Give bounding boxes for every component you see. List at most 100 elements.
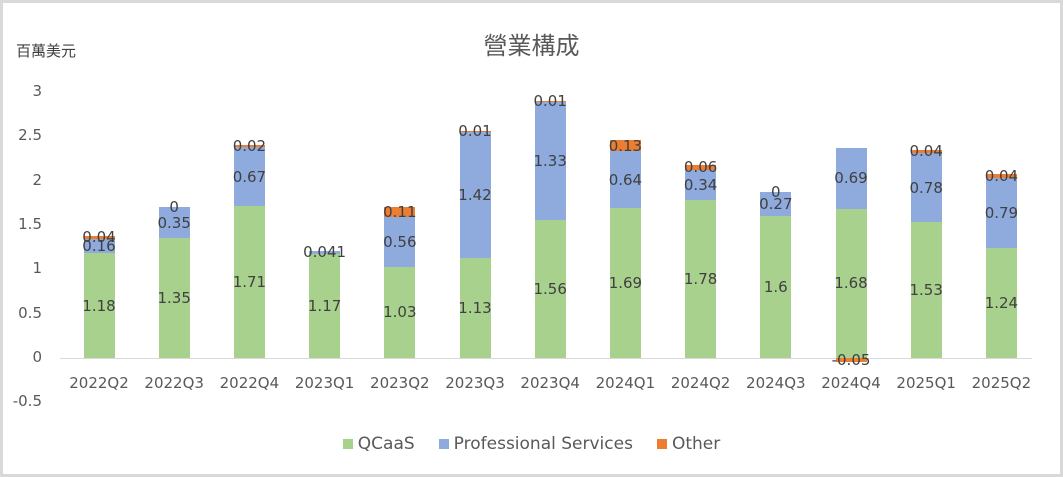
data-label: 1.13: [458, 298, 492, 317]
legend-swatch-icon: [342, 439, 353, 449]
y-tick-label: 0.5: [18, 303, 42, 322]
bar-segment-other: [609, 139, 641, 152]
data-label: 0: [771, 183, 781, 202]
data-label: 0.78: [909, 178, 943, 197]
data-label: 0.13: [608, 136, 643, 155]
bar-segment-qcaas: [685, 200, 717, 358]
x-tick-label: 2023Q4: [520, 374, 580, 392]
x-tick-label: 2024Q1: [595, 374, 656, 392]
x-tick-label: 2022Q3: [144, 374, 204, 392]
bar-segment-other: [534, 100, 566, 102]
x-tick-label: 2025Q1: [896, 374, 956, 392]
y-tick-label: 2.5: [18, 126, 42, 145]
x-tick-label: 2024Q3: [746, 374, 806, 392]
legend-swatch-icon: [656, 439, 667, 449]
x-tick-label: 2022Q2: [69, 374, 129, 392]
legend-label: QCaaS: [357, 434, 415, 454]
y-axis-unit-label: 百萬美元: [16, 42, 77, 60]
y-tick-label: -0.5: [12, 392, 42, 411]
bar-segment-professional-services: [384, 216, 416, 267]
x-tick-label: 2022Q4: [219, 374, 280, 392]
bar-segment-qcaas: [534, 219, 566, 358]
legend-swatch-icon: [438, 439, 449, 449]
legend-item-professional-services: Professional Services: [438, 434, 633, 454]
data-label: 0.01: [533, 92, 567, 111]
x-tick-label: 2023Q1: [294, 374, 355, 392]
bar-segment-professional-services: [835, 147, 867, 209]
bar-segment-professional-services: [685, 169, 717, 201]
x-tick-label: 2024Q2: [670, 374, 731, 392]
data-label: 1.33: [533, 151, 567, 170]
x-tick-label: 2024Q4: [821, 374, 881, 392]
data-label: 0.02: [232, 137, 267, 155]
data-label: 1.24: [984, 294, 1019, 312]
bar-segment-qcaas: [910, 222, 942, 358]
data-label: 1.78: [683, 270, 718, 289]
bar-segment-professional-services: [609, 151, 641, 209]
data-label: 1.18: [82, 296, 116, 315]
bar-segment-professional-services: [534, 101, 566, 220]
data-label: 0.64: [608, 170, 643, 189]
x-axis-line: [60, 358, 1032, 359]
bar-segment-professional-services: [83, 239, 115, 254]
data-label: 1.68: [834, 274, 868, 293]
data-label: -0.05: [831, 351, 871, 370]
bar-segment-other: [83, 235, 115, 240]
bar-segment-qcaas: [83, 253, 115, 358]
data-label: 0.04: [909, 142, 943, 161]
x-tick-label: 2023Q2: [370, 374, 430, 392]
legend-item-other: Other: [656, 434, 721, 454]
data-label: 1.56: [533, 279, 567, 298]
y-tick-label: 1.5: [18, 214, 42, 233]
data-label: 1.35: [157, 289, 191, 308]
data-label: 0.041: [303, 243, 347, 262]
bar-segment-professional-services: [760, 192, 792, 217]
data-label: 0.01: [458, 122, 492, 141]
bar-segment-other: [685, 164, 717, 170]
y-tick-label: 2: [32, 170, 42, 189]
bar-segment-qcaas: [760, 216, 792, 358]
data-label: 1.69: [608, 274, 643, 293]
chart-title: 營業構成: [483, 32, 580, 60]
bar-segment-other: [835, 358, 867, 363]
data-label: 0.67: [232, 167, 267, 186]
x-tick-label: 2025Q2: [971, 374, 1032, 392]
bar-segment-qcaas: [609, 208, 641, 358]
data-label: 0.79: [984, 203, 1019, 222]
data-label: 1.03: [383, 303, 417, 322]
data-label: 0.27: [759, 195, 793, 214]
bar-segment-other: [985, 174, 1017, 178]
bar-segment-qcaas: [384, 266, 416, 358]
bar-segment-professional-services: [910, 153, 942, 223]
data-label: 0.34: [683, 176, 718, 195]
data-label: 0.56: [383, 232, 417, 251]
y-tick-label: 0: [32, 348, 42, 366]
bar-segment-professional-services: [985, 177, 1017, 248]
bar-segment-qcaas: [985, 248, 1017, 358]
legend-label: Other: [671, 434, 721, 454]
y-tick-label: 3: [32, 81, 42, 100]
legend-label: Professional Services: [453, 434, 633, 454]
bar-segment-qcaas: [233, 206, 265, 358]
data-label: 0.11: [383, 203, 417, 222]
bar-segment-other: [384, 207, 416, 217]
data-label: 1.42: [458, 185, 492, 204]
data-label: 0: [169, 198, 179, 217]
bar-segment-qcaas: [459, 257, 491, 358]
data-label: 0.04: [984, 167, 1019, 186]
data-label: 0.04: [82, 228, 116, 247]
data-label: 0.69: [834, 169, 868, 188]
legend-item-qcaas: QCaaS: [342, 434, 415, 454]
data-label: 0.35: [157, 213, 191, 232]
x-tick-label: 2023Q3: [445, 374, 505, 392]
bar-segment-professional-services: [158, 207, 190, 239]
bar-segment-qcaas: [309, 254, 341, 358]
bar-segment-qcaas: [158, 238, 190, 358]
y-tick-label: 1: [32, 259, 42, 278]
bar-segment-professional-services: [233, 146, 265, 207]
data-label: 1.17: [307, 297, 342, 316]
bar-segment-professional-services: [309, 250, 341, 255]
bar-segment-other: [459, 130, 491, 132]
bar-segment-qcaas: [835, 208, 867, 358]
data-label: 1.6: [763, 278, 788, 297]
